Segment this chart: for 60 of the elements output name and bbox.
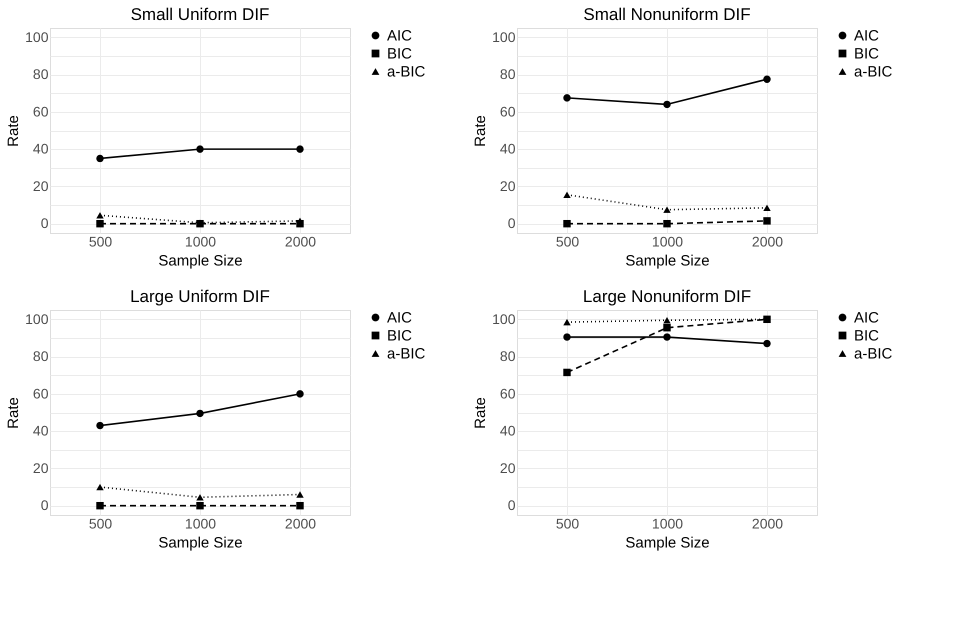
y-tick-label: 40 <box>500 140 516 157</box>
legend-label: BIC <box>387 328 412 344</box>
legend-label: BIC <box>854 328 880 344</box>
x-tick-label: 500 <box>88 516 112 532</box>
x-tick-label: 500 <box>556 234 580 250</box>
y-tick-label: 60 <box>500 103 516 120</box>
y-tick-label: 0 <box>40 215 49 232</box>
x-axis-title: Sample Size <box>625 534 710 552</box>
y-tick-label: 80 <box>32 348 49 364</box>
legend-label: AIC <box>854 28 880 44</box>
legend-label: AIC <box>387 310 412 326</box>
chart-title: Large Nonuniform DIF <box>582 287 752 306</box>
y-tick-label: 20 <box>32 460 49 476</box>
y-tick-label: 100 <box>492 28 516 45</box>
legend-label: AIC <box>854 310 880 326</box>
y-tick-label: 60 <box>500 385 516 402</box>
x-tick-label: 1000 <box>652 516 684 532</box>
legend-label: BIC <box>387 46 412 62</box>
y-tick-label: 80 <box>500 348 516 364</box>
legend-label: a-BIC <box>854 64 893 80</box>
y-tick-label: 100 <box>25 310 49 327</box>
x-tick-label: 2000 <box>284 516 316 532</box>
x-tick-label: 2000 <box>752 234 784 250</box>
x-tick-label: 1000 <box>184 234 216 250</box>
legend-label: BIC <box>854 46 880 62</box>
y-tick-label: 100 <box>25 28 49 45</box>
x-tick-label: 2000 <box>752 516 784 532</box>
y-tick-label: 0 <box>508 215 516 232</box>
y-tick-label: 0 <box>40 497 49 514</box>
y-tick-label: 60 <box>32 103 49 120</box>
x-tick-label: 500 <box>88 234 112 250</box>
y-tick-label: 100 <box>492 310 516 327</box>
y-tick-label: 40 <box>32 140 49 157</box>
legend-label: a-BIC <box>387 64 426 80</box>
x-axis-title: Sample Size <box>158 534 243 552</box>
x-tick-label: 2000 <box>284 234 316 250</box>
x-axis-title: Sample Size <box>158 252 243 270</box>
legend-label: AIC <box>387 28 412 44</box>
y-tick-label: 80 <box>500 66 516 82</box>
y-tick-label: 80 <box>32 66 49 82</box>
legend-label: a-BIC <box>387 346 426 362</box>
x-tick-label: 1000 <box>184 516 216 532</box>
chart-title: Large Uniform DIF <box>130 287 270 306</box>
y-tick-label: 20 <box>32 178 49 194</box>
y-tick-label: 0 <box>508 497 516 514</box>
y-tick-label: 40 <box>500 422 516 439</box>
y-axis-title: Rate <box>472 115 490 147</box>
y-axis-title: Rate <box>5 397 22 429</box>
x-tick-label: 1000 <box>652 234 684 250</box>
x-tick-label: 500 <box>556 516 580 532</box>
y-tick-label: 20 <box>500 178 516 194</box>
legend-label: a-BIC <box>854 346 893 362</box>
y-axis-title: Rate <box>5 115 22 147</box>
y-tick-label: 40 <box>32 422 49 439</box>
chart-title: Small Nonuniform DIF <box>583 5 751 24</box>
x-axis-title: Sample Size <box>625 252 710 270</box>
y-tick-label: 60 <box>32 385 49 402</box>
y-axis-title: Rate <box>472 397 490 429</box>
chart-title: Small Uniform DIF <box>130 5 270 24</box>
y-tick-label: 20 <box>500 460 516 476</box>
